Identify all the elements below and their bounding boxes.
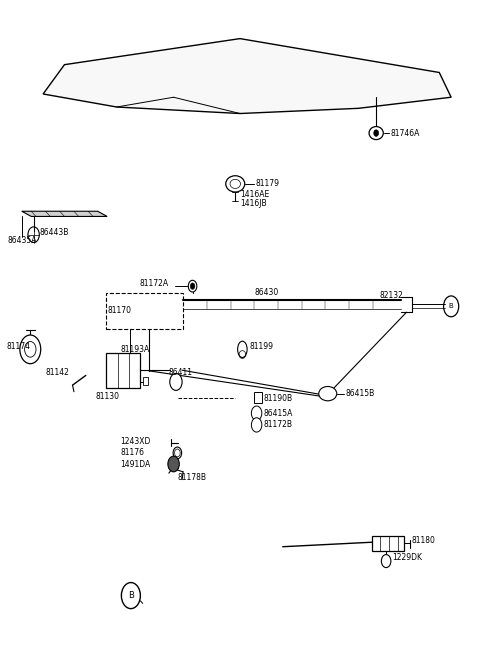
Text: 86443B: 86443B — [40, 227, 69, 237]
Text: B: B — [449, 304, 454, 309]
Text: 1416JB: 1416JB — [240, 199, 266, 208]
Text: 81180: 81180 — [412, 535, 436, 545]
Ellipse shape — [173, 447, 181, 459]
Text: 81130: 81130 — [96, 392, 120, 401]
Circle shape — [382, 555, 391, 568]
Circle shape — [252, 406, 262, 420]
Polygon shape — [43, 39, 451, 114]
Polygon shape — [106, 353, 140, 388]
Text: 82132: 82132 — [380, 291, 404, 300]
Circle shape — [170, 373, 182, 390]
Text: 81746A: 81746A — [390, 129, 420, 137]
Text: 86435A: 86435A — [8, 236, 37, 245]
Polygon shape — [254, 392, 262, 403]
Circle shape — [374, 130, 379, 136]
Text: 81199: 81199 — [250, 342, 274, 351]
Ellipse shape — [319, 386, 337, 401]
Text: 81174: 81174 — [7, 342, 31, 351]
Text: 1229DK: 1229DK — [392, 553, 422, 562]
Text: 81193A: 81193A — [120, 345, 150, 354]
Text: 86415B: 86415B — [345, 389, 374, 398]
Text: B: B — [128, 591, 134, 600]
Circle shape — [252, 418, 262, 432]
Circle shape — [168, 456, 179, 472]
Text: 1416AE: 1416AE — [240, 191, 269, 200]
Polygon shape — [22, 212, 107, 216]
Ellipse shape — [238, 341, 247, 357]
Text: 86430: 86430 — [254, 288, 278, 297]
Circle shape — [20, 335, 41, 364]
Text: 86415A: 86415A — [264, 409, 293, 418]
Ellipse shape — [188, 281, 197, 292]
Text: 1243XD: 1243XD — [120, 437, 151, 445]
Text: 81170: 81170 — [107, 306, 131, 315]
Ellipse shape — [369, 127, 384, 139]
Text: 81179: 81179 — [255, 179, 279, 189]
Polygon shape — [372, 535, 404, 551]
Text: 81142: 81142 — [46, 369, 69, 377]
Ellipse shape — [226, 175, 245, 192]
Circle shape — [190, 283, 195, 290]
Text: 86411: 86411 — [169, 369, 193, 377]
Text: 1491DA: 1491DA — [120, 459, 151, 468]
Text: 81176: 81176 — [120, 449, 144, 457]
Text: 81172A: 81172A — [139, 279, 168, 288]
Text: 81178B: 81178B — [178, 472, 206, 482]
Text: 81190B: 81190B — [264, 394, 293, 403]
Text: 81172B: 81172B — [264, 420, 293, 430]
Polygon shape — [143, 376, 148, 385]
